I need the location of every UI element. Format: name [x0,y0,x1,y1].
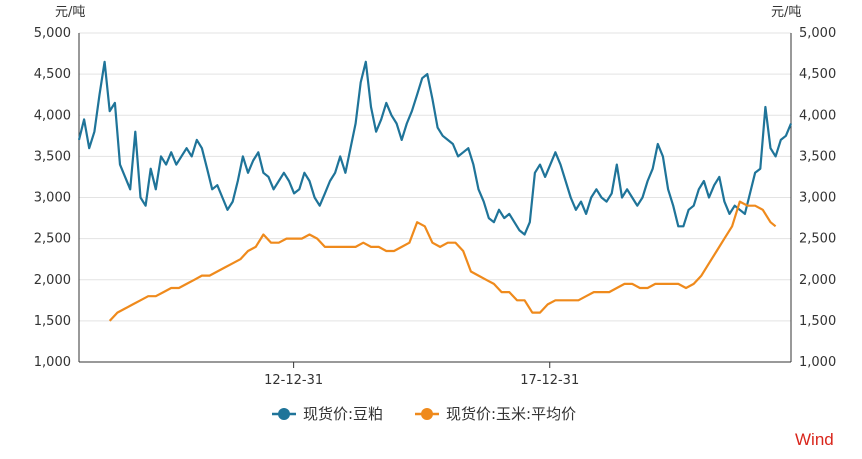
x-tick-label: 17-12-31 [520,373,579,388]
y-tick-label-left: 2,000 [34,273,71,288]
legend: 现货价:豆粕 现货价:玉米:平均价 [272,405,576,423]
legend-marker [421,408,433,420]
legend-marker [278,408,290,420]
series-lines [77,60,793,322]
legend-label: 现货价:豆粕 [303,405,383,423]
gridlines [79,32,791,322]
y-tick-label-right: 4,000 [799,108,836,123]
y-tick-label-right: 3,500 [799,149,836,164]
y-tick-label-left: 3,500 [34,149,71,164]
y-tick-label-left: 2,500 [34,232,71,247]
legend-label: 现货价:玉米:平均价 [446,405,576,423]
y-tick-label-left: 5,000 [34,26,71,41]
y-tick-label-left: 4,000 [34,108,71,123]
y-tick-label-left: 3,000 [34,191,71,206]
y-tick-label-right: 1,500 [799,314,836,329]
axes: 1,000 1,000 1,500 1,500 2,000 2,000 2,500 2,500… [34,26,836,388]
y-tick-label-right: 2,000 [799,273,836,288]
y-tick-label-right: 4,500 [799,67,836,82]
x-tick-label: 12-12-31 [264,373,323,388]
y-tick-label-right: 5,000 [799,26,836,41]
y-tick-label-right: 3,000 [799,191,836,206]
series-line-1 [77,60,793,236]
y-tick-label-right: 2,500 [799,232,836,247]
y-tick-label-left: 4,500 [34,67,71,82]
y-unit-left: 元/吨 [55,5,85,20]
wind-watermark: Wind [795,430,834,449]
y-tick-label-left: 1,000 [34,355,71,370]
y-unit-right: 元/吨 [771,5,801,20]
y-tick-label-left: 1,500 [34,314,71,329]
y-tick-label-right: 1,000 [799,355,836,370]
series-line-2 [108,200,777,322]
